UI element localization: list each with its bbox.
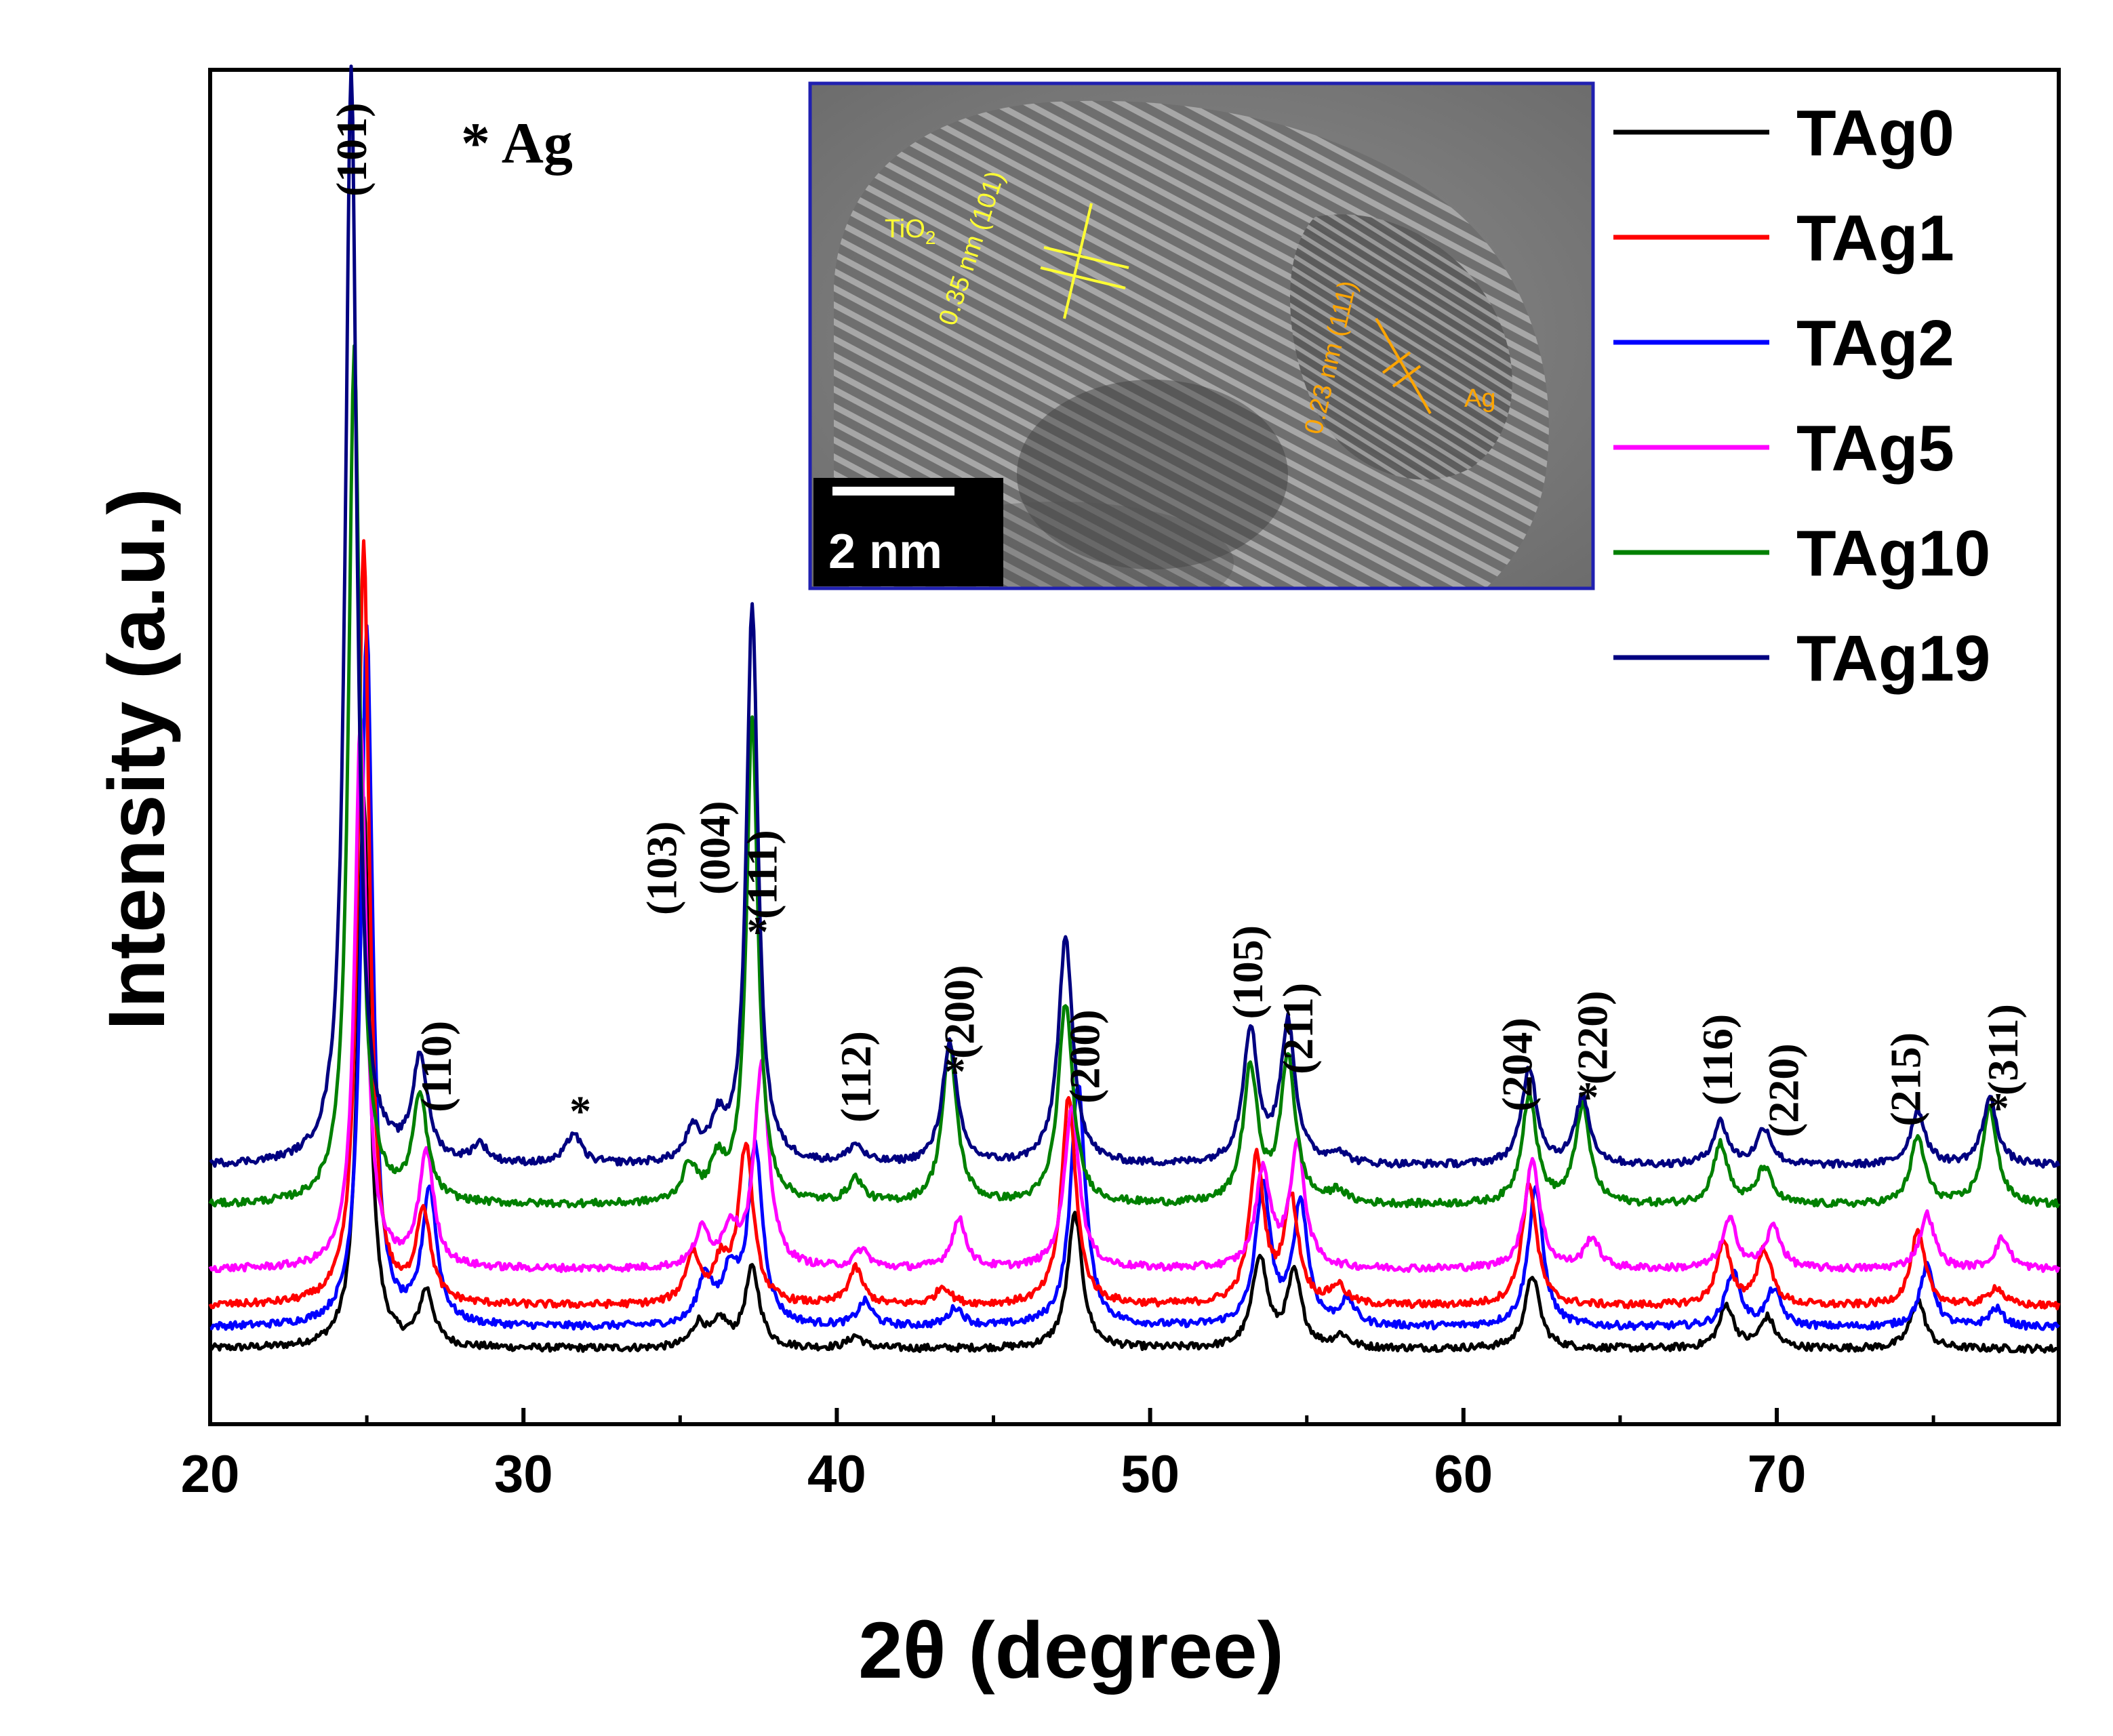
measure-line <box>1375 318 1432 414</box>
peak-annotation: (105) <box>1224 925 1272 1020</box>
series-line-tag2 <box>209 624 2060 1331</box>
legend-item-tag10: TAg10 <box>1613 517 1990 590</box>
peak-label: (111) <box>738 830 786 919</box>
peak-annotation: *(311) <box>1979 1004 2027 1132</box>
ag-peak-marker: * <box>944 1047 966 1095</box>
peak-annotation: *(200) <box>935 965 984 1095</box>
peak-label: (220) <box>1568 990 1616 1085</box>
y-axis-title: Intensity (a.u.) <box>92 488 182 1030</box>
series-line-tag5 <box>208 717 2061 1274</box>
peak-annotation: (116) <box>1693 1014 1742 1106</box>
ag-peak-marker: * <box>569 1087 591 1135</box>
ag-lattice-marks <box>1375 318 1432 414</box>
peak-annotation: (101) <box>327 102 376 197</box>
series-line-tag10 <box>208 344 2061 1209</box>
x-tick-label: 40 <box>807 1444 866 1503</box>
measure-line <box>1063 203 1093 319</box>
legend-item-tag5: TAg5 <box>1613 412 1954 485</box>
series-line-tag19 <box>209 64 2061 1169</box>
dark-contrast <box>1017 380 1288 569</box>
peak-annotation: (215) <box>1882 1032 1930 1127</box>
legend-label: TAg5 <box>1796 412 1954 485</box>
tio2-lattice-marks <box>1040 203 1129 319</box>
peak-label: (220) <box>1759 1043 1807 1137</box>
fringe-mark <box>1392 365 1422 388</box>
ag-peak-marker: * <box>1577 1073 1598 1121</box>
peak-label: (116) <box>1693 1014 1742 1106</box>
peak-annotation: (220) <box>1759 1043 1807 1137</box>
scale-bar <box>832 487 954 496</box>
ag-peak-marker: * <box>746 908 768 956</box>
x-axis-title: 2θ (degree) <box>858 1606 1284 1695</box>
peak-annotation: (004) <box>691 801 739 895</box>
scale-bar-label: 2 nm <box>828 525 942 579</box>
inset-border <box>808 81 1595 590</box>
fringe-mark <box>1043 246 1129 269</box>
series-line-tag0 <box>208 795 2060 1354</box>
x-tick-label: 30 <box>494 1444 553 1503</box>
peak-label: (200) <box>1061 1009 1109 1104</box>
hrtem-inset: TiO2 0.35 nm (101) Ag 0.23 nm (111) 2 nm <box>808 81 1595 590</box>
peak-label: (110) <box>412 1021 460 1112</box>
ag-note: * Ag <box>461 110 573 176</box>
legend-label: TAg10 <box>1796 517 1990 590</box>
x-tick-label: 20 <box>181 1444 240 1503</box>
legend-item-tag0: TAg0 <box>1613 97 1954 169</box>
peak-annotation: *(111) <box>738 830 786 956</box>
peak-annotations: (101)(110)(103) (004)*(111)(112) *(200) (20… <box>327 102 2027 1137</box>
ag-peak-marker: * <box>1988 1084 2009 1132</box>
legend-label: TAg0 <box>1796 97 1954 169</box>
series-line-tag1 <box>208 539 2061 1310</box>
peak-label: (105) <box>1224 925 1272 1020</box>
legend-label: TAg2 <box>1796 307 1954 380</box>
ag-phase-label: Ag <box>1464 384 1495 413</box>
legend-item-tag19: TAg19 <box>1613 622 1990 695</box>
legend: TAg0 TAg1 TAg2 TAg5 TAg10 TAg19 <box>1613 97 1990 695</box>
x-tick-label: 50 <box>1121 1444 1180 1503</box>
plot-frame <box>208 68 2061 1426</box>
peak-annotation: (110) <box>412 1021 460 1112</box>
peak-annotation: (200) <box>1061 1009 1109 1104</box>
ag-particle <box>1289 214 1512 480</box>
x-tick-label: 60 <box>1434 1444 1493 1503</box>
legend-label: TAg19 <box>1796 622 1990 695</box>
peak-annotation: (112) <box>832 1031 880 1123</box>
x-axis-ticks: 20 30 40 50 60 70 <box>181 1408 1935 1503</box>
legend-item-tag2: TAg2 <box>1613 307 1954 380</box>
peak-label: (112) <box>832 1031 880 1123</box>
peak-label: (101) <box>327 102 376 197</box>
scale-bar-box <box>813 478 1003 586</box>
fringe-mark <box>1382 351 1411 374</box>
peak-annotation: *(220) <box>1568 990 1616 1121</box>
fringe-mark <box>1040 266 1126 289</box>
legend-label: TAg1 <box>1796 202 1954 275</box>
peak-label: (103) <box>638 821 686 915</box>
peak-label: (211) <box>1274 983 1322 1074</box>
peak-annotation: (103) <box>638 821 686 915</box>
peak-annotation: (211) <box>1274 983 1322 1074</box>
peak-label: (204) <box>1493 1017 1541 1112</box>
series-curves <box>208 64 2061 1354</box>
legend-item-tag1: TAg1 <box>1613 202 1954 275</box>
x-tick-label: 70 <box>1748 1444 1807 1503</box>
peak-label: (311) <box>1979 1004 2027 1095</box>
peak-label: (200) <box>935 965 984 1059</box>
peak-annotation: (204) <box>1493 1017 1541 1112</box>
peak-label: (004) <box>691 801 739 895</box>
peak-label: (215) <box>1882 1032 1930 1127</box>
